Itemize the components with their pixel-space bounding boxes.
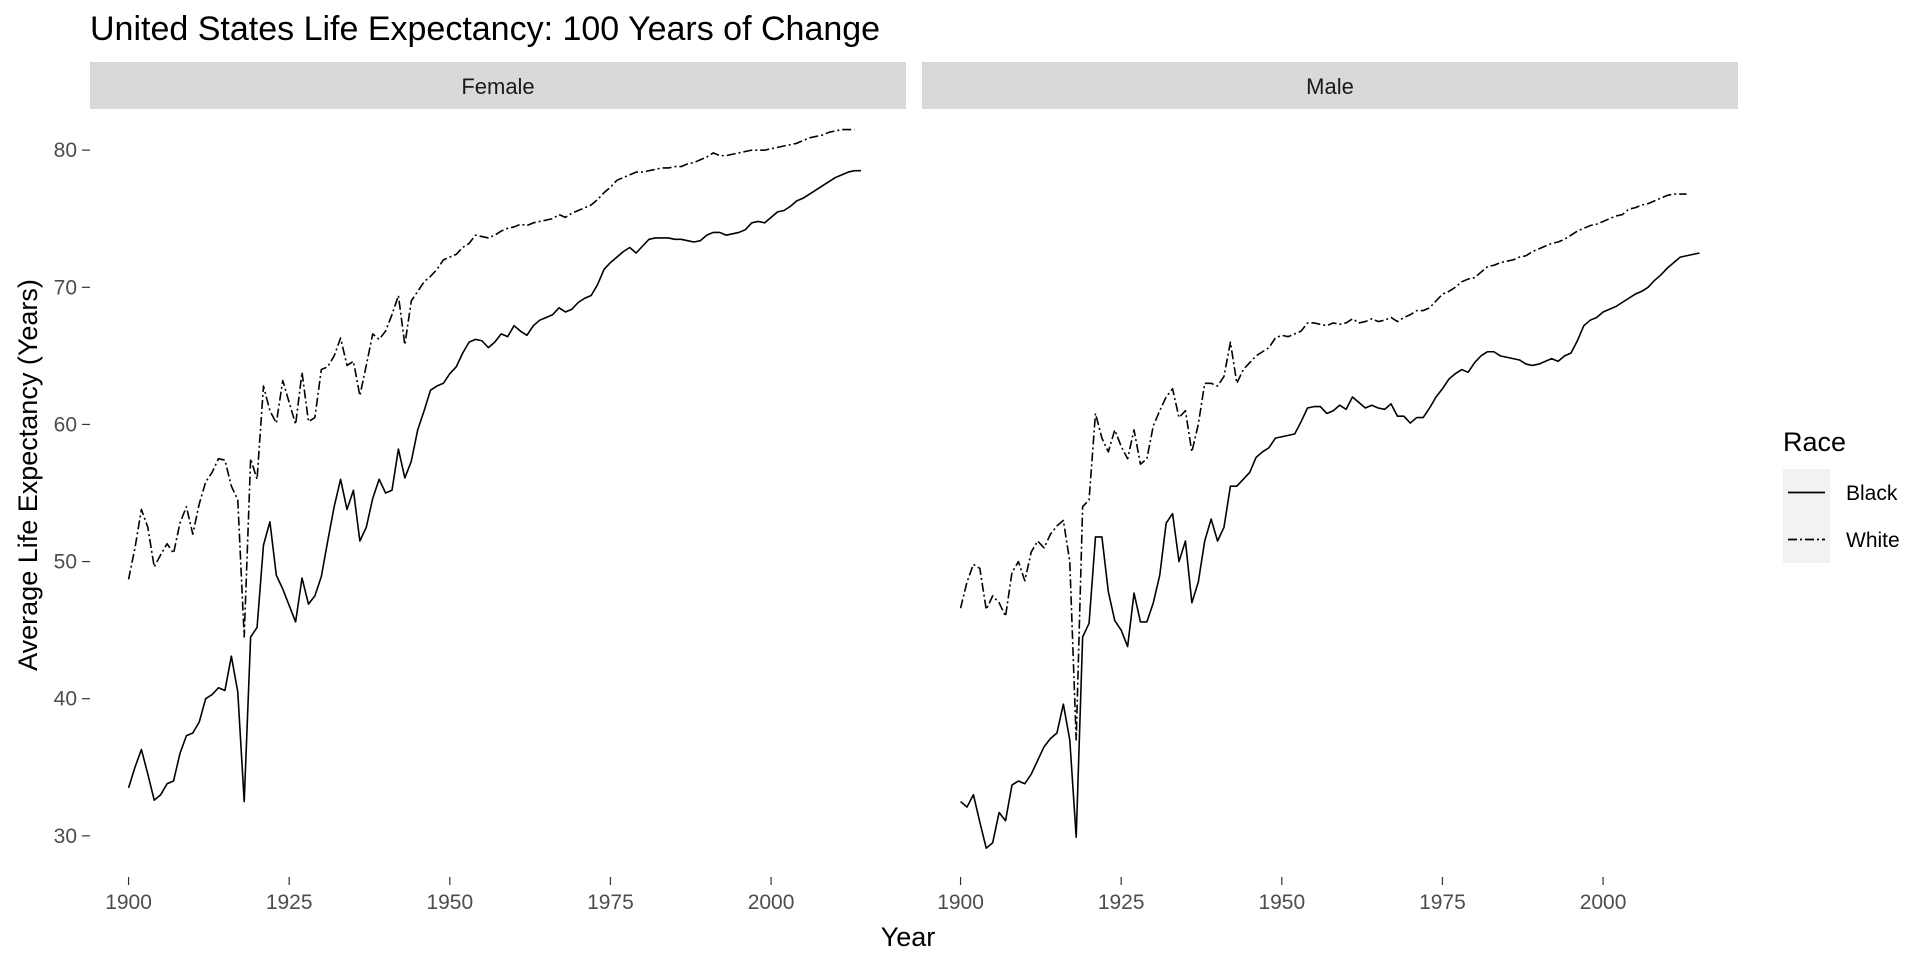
x-tick-label: 1975 — [1419, 891, 1466, 914]
y-axis-title: Average Life Expectancy (Years) — [13, 279, 43, 671]
y-tick-label: 60 — [54, 413, 77, 436]
x-axis-male: 1900 1925 1950 1975 2000 — [937, 877, 1626, 914]
x-tick-label: 1925 — [266, 891, 313, 914]
strip-male — [922, 62, 1738, 109]
strip-label-male: Male — [1306, 74, 1354, 99]
x-tick-label: 1975 — [587, 891, 634, 914]
panel-male — [959, 193, 1700, 850]
legend-title: Race — [1783, 427, 1846, 457]
x-tick-label: 1950 — [426, 891, 473, 914]
x-axis-title: Year — [881, 922, 936, 952]
y-tick-label: 80 — [54, 139, 77, 162]
chart-title: United States Life Expectancy: 100 Years… — [90, 10, 880, 48]
strip-female — [90, 62, 906, 109]
y-tick-label: 40 — [54, 688, 77, 711]
legend: Race Black White — [1783, 427, 1900, 563]
panel-female — [127, 128, 862, 803]
x-axis-female: 1900 1925 1950 1975 2000 — [105, 877, 794, 914]
x-tick-label: 2000 — [748, 891, 795, 914]
strip-label-female: Female — [461, 74, 534, 99]
x-tick-label: 2000 — [1580, 891, 1627, 914]
y-tick-label: 30 — [54, 825, 77, 848]
series-line-black — [960, 252, 1700, 850]
series-line-white — [127, 128, 855, 638]
series-line-black — [127, 169, 862, 803]
x-tick-label: 1900 — [105, 891, 152, 914]
x-tick-label: 1950 — [1258, 891, 1305, 914]
x-tick-label: 1925 — [1098, 891, 1145, 914]
y-axis: 30 40 50 60 70 80 — [54, 139, 90, 848]
legend-label-white: White — [1846, 529, 1900, 552]
y-tick-label: 70 — [54, 276, 77, 299]
legend-label-black: Black — [1846, 482, 1898, 505]
x-tick-label: 1900 — [937, 891, 984, 914]
y-tick-label: 50 — [54, 551, 77, 574]
series-line-white — [959, 193, 1687, 741]
